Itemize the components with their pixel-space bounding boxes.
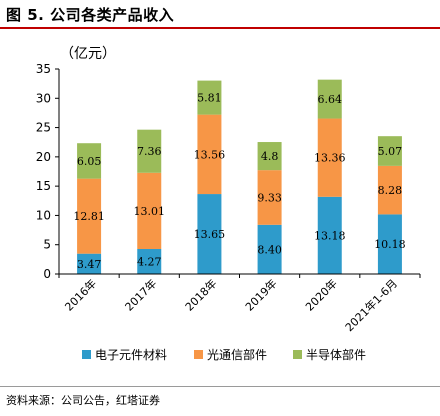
bar-segment bbox=[317, 79, 342, 119]
figure-title: 图 5. 公司各类产品收入 bbox=[6, 6, 175, 24]
y-tick-label: 15 bbox=[36, 179, 51, 193]
data-label: 13.18 bbox=[314, 229, 346, 242]
legend-label: 半导体部件 bbox=[306, 347, 366, 362]
x-tick-label: 2016年 bbox=[62, 276, 99, 313]
data-label: 10.18 bbox=[374, 238, 406, 251]
bar-segment bbox=[77, 143, 102, 179]
y-tick-label: 0 bbox=[43, 267, 51, 281]
data-label: 8.28 bbox=[378, 184, 403, 197]
bar-segment bbox=[377, 136, 402, 166]
bar-segment bbox=[197, 80, 222, 115]
data-label: 6.64 bbox=[318, 93, 343, 106]
bar-segment bbox=[257, 142, 282, 171]
bar-stack: 3.47 12.81 6.05 bbox=[73, 143, 105, 274]
bars: 3.47 12.81 6.05 4.27 13.01 7.36 13.65 13.56 5.81… bbox=[73, 79, 406, 274]
data-label: 13.36 bbox=[314, 152, 346, 165]
data-label: 5.07 bbox=[378, 145, 403, 158]
data-label: 3.47 bbox=[77, 258, 102, 271]
y-axis-unit-label: （亿元） bbox=[60, 46, 116, 62]
bar-segment bbox=[77, 253, 102, 274]
y-axis: 0 5 10 15 20 25 30 35 bbox=[36, 62, 60, 281]
bar-segment bbox=[377, 214, 402, 274]
bar-segment bbox=[257, 170, 282, 225]
data-label: 4.8 bbox=[261, 150, 279, 163]
data-label: 7.36 bbox=[137, 145, 162, 158]
y-tick-label: 35 bbox=[36, 62, 51, 76]
bar-stack: 10.18 8.28 5.07 bbox=[374, 136, 406, 274]
data-label: 9.33 bbox=[257, 191, 282, 204]
bar-segment bbox=[317, 118, 342, 197]
y-tick-label: 30 bbox=[36, 91, 51, 105]
bar-segment bbox=[197, 114, 222, 195]
y-tick-label: 25 bbox=[36, 121, 51, 135]
x-tick-label: 2020年 bbox=[302, 276, 339, 313]
y-tick-label: 20 bbox=[36, 150, 51, 164]
bar-segment bbox=[137, 172, 162, 249]
bar-segment bbox=[137, 248, 162, 274]
legend-swatch bbox=[194, 350, 203, 359]
data-label: 8.40 bbox=[257, 243, 282, 256]
source-rule bbox=[0, 386, 440, 387]
x-tick-label: 2018年 bbox=[182, 276, 219, 313]
y-tick-label: 10 bbox=[36, 208, 51, 222]
data-label: 6.05 bbox=[77, 155, 102, 168]
data-label: 13.65 bbox=[194, 228, 226, 241]
data-label: 12.81 bbox=[73, 210, 105, 223]
bar-stack: 8.40 9.33 4.8 bbox=[257, 142, 282, 274]
bar-stack: 13.18 13.36 6.64 bbox=[314, 79, 346, 274]
data-label: 13.56 bbox=[194, 148, 226, 161]
data-label: 5.81 bbox=[197, 92, 222, 105]
title-rule bbox=[0, 27, 440, 29]
legend-swatch bbox=[82, 350, 91, 359]
x-tick-label: 2021年1-6月 bbox=[342, 276, 400, 334]
stacked-bar-chart: （亿元） 0 5 10 15 20 25 30 35 3.47 12.81 6.05 4.27 13.… bbox=[36, 46, 421, 362]
bar-segment bbox=[137, 129, 162, 173]
bar-segment bbox=[317, 196, 342, 274]
data-label: 4.27 bbox=[137, 255, 162, 268]
y-tick-label: 5 bbox=[43, 238, 51, 252]
bar-segment bbox=[197, 194, 222, 274]
bar-segment bbox=[257, 224, 282, 274]
x-tick-label: 2017年 bbox=[122, 276, 159, 313]
bar-stack: 13.65 13.56 5.81 bbox=[194, 80, 226, 274]
bar-stack: 4.27 13.01 7.36 bbox=[134, 129, 166, 274]
legend-swatch bbox=[293, 350, 302, 359]
x-tick-label: 2019年 bbox=[242, 276, 279, 313]
bar-segment bbox=[377, 165, 402, 215]
legend-label: 光通信部件 bbox=[207, 347, 267, 362]
bar-segment bbox=[77, 178, 102, 254]
x-axis: 2016年 2017年 2018年 2019年 2020年 2021年1-6月 bbox=[58, 273, 421, 334]
source-note: 资料来源：公司公告，红塔证券 bbox=[6, 394, 160, 407]
legend-label: 电子元件材料 bbox=[95, 348, 167, 362]
legend: 电子元件材料 光通信部件 半导体部件 bbox=[82, 347, 366, 362]
data-label: 13.01 bbox=[134, 205, 166, 218]
